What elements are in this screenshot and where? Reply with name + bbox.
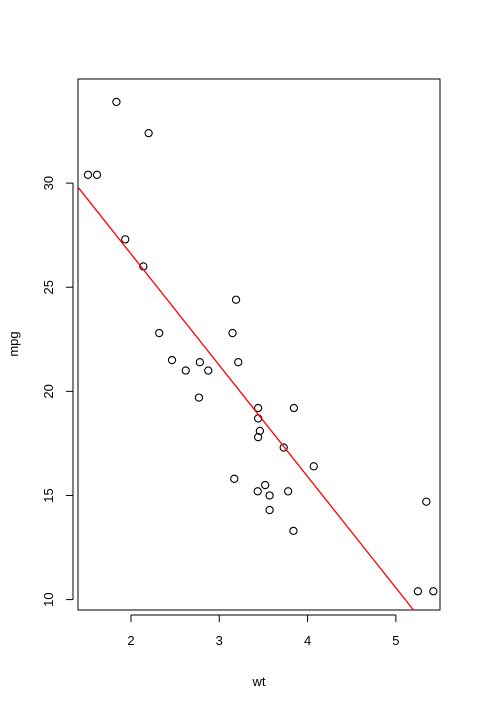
data-point [194,393,204,402]
data-point [289,526,298,536]
data-point [253,403,263,413]
regression-line [77,186,414,611]
data-point [231,295,241,304]
y-axis: 10 15 20 25 30 [41,176,74,607]
data-point [83,170,93,179]
y-tick-label: 30 [41,176,56,190]
data-point [279,443,288,452]
data-point [253,487,262,496]
data-point [413,587,423,596]
data-point [167,355,177,365]
data-point [121,235,130,244]
data-point [265,505,274,515]
x-tick-label: 2 [127,633,134,648]
y-tick-label: 20 [41,384,56,398]
data-point [289,403,299,413]
y-tick-label: 10 [41,592,56,606]
data-point [265,491,274,500]
data-point [195,358,204,367]
data-point [422,497,431,506]
regression-line-group [77,186,414,611]
data-point [155,328,164,338]
data-point [181,366,190,375]
y-tick-label: 25 [41,280,56,294]
y-tick-label: 15 [41,488,56,502]
y-axis-label: mpg [6,331,21,356]
plot-frame [77,78,441,611]
data-point [255,426,265,436]
data-point [112,97,121,107]
x-tick-label: 4 [304,633,311,648]
data-point [228,328,237,338]
data-point [234,358,243,367]
data-point [230,474,239,483]
x-tick-label: 5 [392,633,399,648]
data-point [261,480,270,490]
x-axis-label: wt [252,674,266,689]
data-point [204,366,213,375]
data-point [283,487,293,496]
data-point [144,128,153,138]
x-axis: 2 3 4 5 [127,614,399,648]
x-tick-label: 3 [216,633,223,648]
data-point [429,587,438,596]
data-point [309,462,318,471]
data-point [253,433,263,442]
data-points [83,97,438,596]
data-point [92,170,102,179]
